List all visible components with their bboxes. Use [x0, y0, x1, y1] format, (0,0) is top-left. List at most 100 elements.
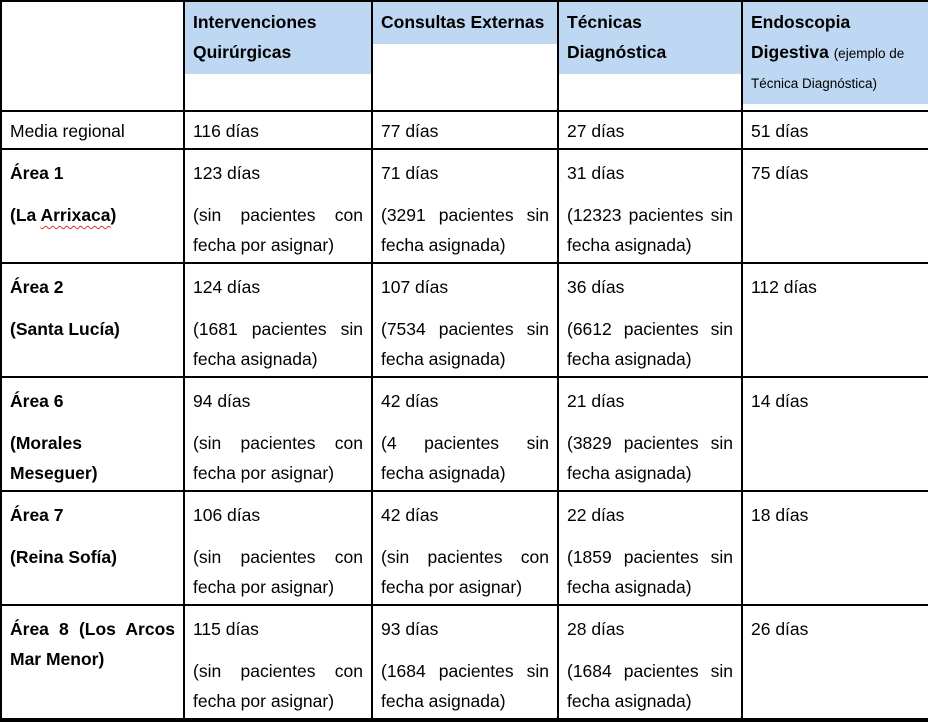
table-row-media-regional: Media regional 116 días 77 días 27 días … — [0, 110, 928, 150]
days-value: 42 días — [381, 505, 439, 525]
value-cell: 107 días (7534 pacientes sin fecha asign… — [371, 262, 559, 378]
value-cell: 27 días — [557, 110, 743, 150]
value-cell: 124 días (1681 pacientes sin fecha asign… — [183, 262, 373, 378]
patients-note: (sin pacientes con fecha por asignar) — [193, 205, 363, 255]
header-label: Intervenciones Quirúrgicas — [193, 12, 317, 62]
value-cell: 71 días (3291 pacientes sin fecha asigna… — [371, 148, 559, 264]
row-label-cell: Media regional — [0, 110, 185, 150]
area-hospital: (Reina Sofía) — [10, 547, 117, 567]
patients-note: (4 pacientes sin fecha asignada) — [381, 433, 549, 483]
value-cell: 115 días (sin pacientes con fecha por as… — [183, 604, 373, 721]
value-cell: 112 días — [741, 262, 928, 378]
header-label: Consultas Externas — [381, 12, 545, 32]
patients-note: (3291 pacientes sin fecha asignada) — [381, 205, 549, 255]
area-hospital: (Santa Lucía) — [10, 319, 120, 339]
area-hospital: (La Arrixaca) — [10, 205, 117, 225]
value-cell: 31 días (12323 pacientes sin fecha asign… — [557, 148, 743, 264]
patients-note: (12323 pacientes sin fecha asignada) — [567, 205, 733, 255]
patients-note: (sin pacientes con fecha por asignar) — [381, 547, 549, 597]
patients-note: (1684 pacientes sin fecha asignada) — [567, 661, 733, 711]
patients-note: (sin pacientes con fecha por asignar) — [193, 433, 363, 483]
value-cell: 21 días (3829 pacientes sin fecha asigna… — [557, 376, 743, 492]
area-name: Área 2 — [10, 277, 64, 297]
days-value: 22 días — [567, 505, 625, 525]
table-row-area-1: Área 1 (La Arrixaca) 123 días (sin pacie… — [0, 148, 928, 264]
value-cell: 93 días (1684 pacientes sin fecha asigna… — [371, 604, 559, 721]
table-row-area-2: Área 2 (Santa Lucía) 124 días (1681 paci… — [0, 262, 928, 378]
patients-note: (sin pacientes con fecha por asignar) — [193, 547, 363, 597]
days-value: 94 días — [193, 391, 251, 411]
header-highlight: Consultas Externas — [374, 3, 556, 44]
header-cell-empty — [0, 0, 185, 112]
days-value: 107 días — [381, 277, 449, 297]
value-cell: 75 días — [741, 148, 928, 264]
days-value: 77 días — [381, 121, 439, 141]
row-label-cell: Área 6 (Morales Meseguer) — [0, 376, 185, 492]
area-name: Área 8 (Los Arcos — [10, 619, 175, 639]
header-highlight: Intervenciones Quirúrgicas — [186, 3, 370, 74]
header-cell-intervenciones: Intervenciones Quirúrgicas — [183, 0, 373, 112]
days-value: 28 días — [567, 619, 625, 639]
header-highlight: Técnicas Diagnóstica — [560, 3, 740, 74]
area-name: Área 7 — [10, 505, 64, 525]
value-cell: 22 días (1859 pacientes sin fecha asigna… — [557, 490, 743, 606]
value-cell: 36 días (6612 pacientes sin fecha asigna… — [557, 262, 743, 378]
days-value: 51 días — [751, 121, 809, 141]
patients-note: (1859 pacientes sin fecha asignada) — [567, 547, 733, 597]
days-value: 112 días — [751, 277, 817, 297]
row-label: Media regional — [10, 121, 125, 141]
days-value: 106 días — [193, 505, 261, 525]
table-row-area-8: Área 8 (Los Arcos Mar Menor) 115 días (s… — [0, 604, 928, 721]
value-cell: 106 días (sin pacientes con fecha por as… — [183, 490, 373, 606]
value-cell: 14 días — [741, 376, 928, 492]
days-value: 26 días — [751, 619, 809, 639]
days-value: 18 días — [751, 505, 809, 525]
header-highlight: Endoscopia Digestiva (ejemplo de Técnica… — [744, 3, 927, 104]
days-value: 27 días — [567, 121, 625, 141]
value-cell: 123 días (sin pacientes con fecha por as… — [183, 148, 373, 264]
value-cell: 18 días — [741, 490, 928, 606]
value-cell: 77 días — [371, 110, 559, 150]
area-name: Área 6 — [10, 391, 64, 411]
patients-note: (sin pacientes con fecha por asignar) — [193, 661, 363, 711]
patients-note: (6612 pacientes sin fecha asignada) — [567, 319, 733, 369]
area-name: Área 1 — [10, 163, 64, 183]
row-label-cell: Área 8 (Los Arcos Mar Menor) — [0, 604, 185, 721]
value-cell: 28 días (1684 pacientes sin fecha asigna… — [557, 604, 743, 721]
table-header-row: Intervenciones Quirúrgicas Consultas Ext… — [0, 0, 928, 112]
days-value: 123 días — [193, 163, 261, 183]
value-cell: 42 días (4 pacientes sin fecha asignada) — [371, 376, 559, 492]
header-cell-endoscopia: Endoscopia Digestiva (ejemplo de Técnica… — [741, 0, 928, 112]
patients-note: (1681 pacientes sin fecha asignada) — [193, 319, 363, 369]
header-label: Técnicas Diagnóstica — [567, 12, 667, 62]
area-hospital: (Morales Meseguer) — [10, 433, 98, 483]
header-sublabel: (ejemplo de Técnica Diagnóstica) — [751, 46, 905, 91]
days-value: 42 días — [381, 391, 439, 411]
patients-note: (3829 pacientes sin fecha asignada) — [567, 433, 733, 483]
days-value: 14 días — [751, 391, 809, 411]
header-cell-tecnicas: Técnicas Diagnóstica — [557, 0, 743, 112]
days-value: 116 días — [193, 121, 259, 141]
header-label: Endoscopia Digestiva — [751, 12, 851, 62]
table-row-area-7: Área 7 (Reina Sofía) 106 días (sin pacie… — [0, 490, 928, 606]
row-label-cell: Área 7 (Reina Sofía) — [0, 490, 185, 606]
value-cell: 26 días — [741, 604, 928, 721]
patients-note: (1684 pacientes sin fecha asignada) — [381, 661, 549, 711]
value-cell: 116 días — [183, 110, 373, 150]
row-label-cell: Área 2 (Santa Lucía) — [0, 262, 185, 378]
header-cell-consultas: Consultas Externas — [371, 0, 559, 112]
days-value: 75 días — [751, 163, 809, 183]
row-label-cell: Área 1 (La Arrixaca) — [0, 148, 185, 264]
misspelled-word: Arrixaca — [40, 205, 111, 225]
days-value: 71 días — [381, 163, 439, 183]
area-name: Mar Menor) — [10, 649, 105, 669]
days-value: 93 días — [381, 619, 439, 639]
days-value: 124 días — [193, 277, 261, 297]
days-value: 115 días — [193, 619, 259, 639]
value-cell: 94 días (sin pacientes con fecha por asi… — [183, 376, 373, 492]
value-cell: 42 días (sin pacientes con fecha por asi… — [371, 490, 559, 606]
value-cell: 51 días — [741, 110, 928, 150]
days-value: 21 días — [567, 391, 625, 411]
patients-note: (7534 pacientes sin fecha asignada) — [381, 319, 549, 369]
